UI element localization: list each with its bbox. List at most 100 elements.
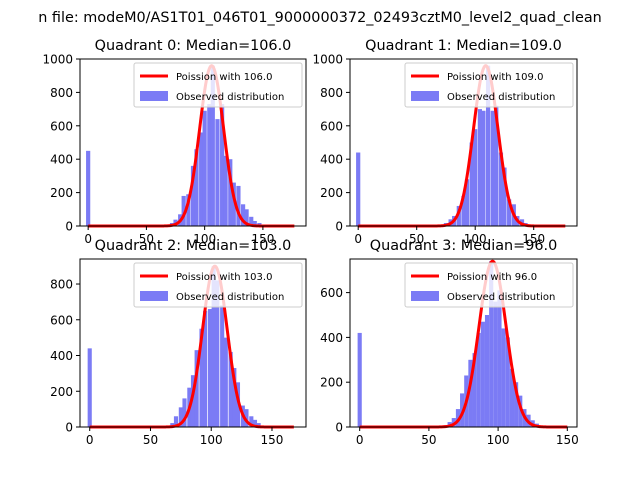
- y-tick-label: 200: [50, 186, 73, 200]
- hist-bar: [202, 110, 207, 226]
- hist-bar: [211, 266, 216, 427]
- legend-observed-swatch: [140, 91, 168, 101]
- hist-bar: [468, 359, 473, 427]
- axes-frame: [79, 258, 307, 428]
- legend-poisson-label: Poission with 106.0: [176, 72, 272, 83]
- hist-bar: [461, 195, 466, 226]
- y-tick-label: 1000: [42, 53, 73, 67]
- y-tick-label: 600: [50, 313, 73, 327]
- panel-title: Quadrant 1: Median=109.0: [365, 38, 562, 54]
- y-tick-label: 0: [65, 220, 73, 234]
- panel-quadrant-0: 0 50 100 150 0 200 400 600 800 1000 Quadrant 0: Me…: [42, 38, 307, 246]
- hist-bar: [473, 129, 478, 226]
- x-tick-label: 0: [356, 433, 364, 447]
- hist-bar: [252, 419, 258, 427]
- hist-bar: [181, 195, 186, 226]
- x-tick-label: 150: [261, 433, 284, 447]
- hist-bar: [357, 332, 362, 427]
- hist-bar: [194, 350, 199, 427]
- panel-quadrant-3: 0 50 100 150 0 200 400 600 Quadrant 3: Median=96…: [320, 238, 579, 447]
- panel-title: Quadrant 0: Median=106.0: [95, 38, 292, 54]
- x-tick-label: 100: [487, 433, 510, 447]
- hist-bar: [244, 209, 249, 226]
- hist-bar: [215, 280, 220, 427]
- hist-bar: [182, 398, 187, 427]
- hist-bar: [190, 165, 196, 226]
- hist-bar: [170, 423, 175, 427]
- hist-bar: [477, 109, 482, 226]
- hist-bar: [228, 159, 233, 226]
- legend-poisson-label: Poission with 96.0: [447, 272, 537, 283]
- hist-bar: [509, 368, 515, 427]
- legend-box: [133, 62, 303, 108]
- x-tick-label: 100: [193, 232, 216, 246]
- y-tick-label: 400: [50, 153, 73, 167]
- y-tick-label: 600: [320, 119, 343, 133]
- hist-bar: [490, 110, 495, 226]
- hist-bar: [220, 104, 225, 226]
- hist-bar: [194, 149, 199, 226]
- hist-bar: [199, 328, 204, 427]
- axes-frame: [349, 258, 578, 428]
- legend-observed-label: Observed distribution: [447, 292, 555, 303]
- x-tick-label: 100: [200, 433, 223, 447]
- hist-bar: [501, 328, 506, 427]
- hist-bar: [456, 205, 461, 226]
- hist-bar: [476, 332, 481, 427]
- hist-bar: [356, 152, 361, 226]
- y-tick-label: 600: [320, 286, 343, 300]
- y-tick-label: 800: [320, 86, 343, 100]
- hist-bar: [228, 351, 233, 427]
- y-tick-label: 1000: [312, 53, 343, 67]
- panel-quadrant-2: 0 50 100 150 0 200 400 600 800 Quadrant 2: Median…: [50, 238, 307, 447]
- panel-title: Quadrant 3: Median=96.0: [370, 238, 558, 254]
- hist-bar: [514, 382, 519, 427]
- legend-poisson-label: Poission with 109.0: [447, 72, 543, 83]
- legend-observed-swatch: [411, 291, 439, 301]
- hist-bar: [485, 65, 491, 227]
- hist-bar: [507, 199, 512, 226]
- hist-bar: [502, 167, 507, 226]
- x-tick-label: 150: [522, 232, 545, 246]
- hist-bar: [215, 119, 220, 226]
- hist-bar: [210, 65, 215, 227]
- hist-bar: [489, 261, 494, 427]
- hist-bar: [518, 395, 523, 427]
- hist-bar: [484, 315, 490, 427]
- y-tick-label: 200: [320, 186, 343, 200]
- panel-title: Quadrant 2: Median=103.0: [95, 238, 292, 254]
- x-tick-label: 50: [421, 433, 436, 447]
- x-tick-label: 50: [143, 433, 158, 447]
- y-tick-label: 200: [320, 376, 343, 390]
- y-tick-label: 800: [50, 278, 73, 292]
- hist-bar: [244, 409, 249, 427]
- hist-bar: [203, 310, 208, 427]
- hist-bar: [241, 204, 246, 226]
- axes-frame: [349, 58, 578, 227]
- hist-bar: [505, 337, 510, 427]
- x-tick-label: 0: [84, 232, 92, 246]
- y-tick-label: 800: [50, 86, 73, 100]
- hist-bar: [464, 179, 470, 226]
- legend-box: [404, 62, 574, 108]
- hist-bar: [231, 182, 236, 226]
- hist-bar: [469, 142, 474, 226]
- x-tick-label: 150: [556, 433, 579, 447]
- hist-bar: [249, 216, 254, 226]
- legend-observed-label: Observed distribution: [176, 92, 284, 103]
- hist-bar: [481, 110, 486, 226]
- x-tick-label: 150: [251, 232, 274, 246]
- hist-bar: [223, 155, 228, 226]
- hist-bar: [493, 301, 498, 427]
- legend-observed-swatch: [411, 91, 439, 101]
- y-tick-label: 200: [50, 385, 73, 399]
- hist-bar: [178, 407, 183, 427]
- hist-bar: [87, 348, 92, 427]
- legend-box: [404, 262, 574, 308]
- figure-suptitle: n file: modeM0/AS1T01_046T01_9000000372_…: [38, 10, 602, 26]
- legend-observed-swatch: [140, 291, 168, 301]
- hist-bar: [186, 194, 191, 226]
- hist-bar: [498, 152, 504, 226]
- hist-bar: [223, 337, 228, 427]
- hist-bar: [494, 105, 499, 226]
